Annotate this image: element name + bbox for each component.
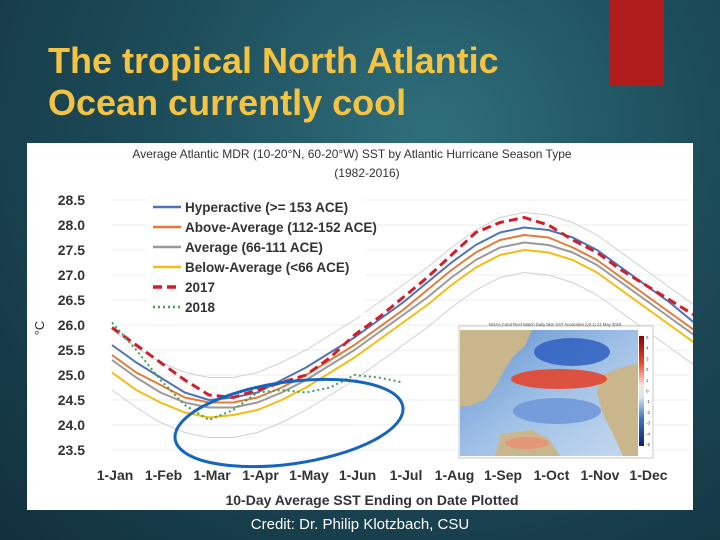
inset-map-scale-labels: 5 4 3 2 1 0 -1 -2 -3 -4 -5	[646, 335, 650, 447]
inset-map-africa	[597, 363, 638, 456]
slide-title: The tropical North Atlantic Ocean curren…	[48, 40, 608, 124]
inset-map-warm-anomaly-band	[511, 369, 607, 389]
series-line-4	[111, 216, 695, 399]
legend-label: Below-Average (<66 ACE)	[185, 260, 349, 275]
inset-sst-anomaly-map: NOAA Coral Reef Watch Daily 5km SST Anom…	[458, 322, 654, 459]
x-tick-label: 1-Feb	[145, 467, 182, 483]
average-envelope-line-1	[111, 271, 695, 438]
legend-label: Hyperactive (>= 153 ACE)	[185, 200, 348, 215]
chart-legend: Hyperactive (>= 153 ACE) Above-Average (1…	[147, 195, 377, 316]
x-axis-label: 10-Day Average SST Ending on Date Plotte…	[225, 492, 518, 508]
scale-label: 3	[646, 356, 649, 361]
x-tick-label: 1-Jun	[339, 467, 376, 483]
slide-title-line-1: The tropical North Atlantic	[48, 40, 499, 81]
y-tick-label: 26.5	[58, 292, 85, 308]
y-tick-label: 28.0	[58, 217, 85, 233]
scale-label: -3	[646, 421, 650, 426]
series-lines	[111, 211, 695, 438]
slide-title-line-2: Ocean currently cool	[48, 82, 407, 123]
legend-label: 2017	[185, 280, 215, 295]
y-tick-label: 24.5	[58, 392, 85, 408]
x-axis-ticks: 1-Jan 1-Feb 1-Mar 1-Apr 1-May 1-Jun 1-Jul 1-Aug…	[97, 467, 668, 483]
legend-label: Average (66-111 ACE)	[185, 240, 323, 255]
scale-label: -2	[646, 410, 650, 415]
inset-map-color-scale	[639, 336, 644, 446]
chart-subtitle: (1982-2016)	[334, 166, 399, 180]
series-line-2	[111, 241, 695, 409]
series-line-5	[111, 321, 404, 421]
x-tick-label: 1-Oct	[534, 467, 570, 483]
y-tick-label: 28.5	[58, 192, 85, 208]
credit-caption: Credit: Dr. Philip Klotzbach, CSU	[250, 516, 470, 533]
series-line-0	[111, 226, 695, 401]
chart-title: Average Atlantic MDR (10-20°N, 60-20°W) …	[132, 147, 571, 161]
scale-label: -4	[646, 431, 650, 436]
series-line-3	[111, 249, 695, 419]
y-axis-label: °C	[32, 321, 47, 336]
scale-label: 1	[646, 378, 649, 383]
x-tick-label: 1-May	[289, 467, 329, 483]
x-tick-label: 1-Apr	[242, 467, 279, 483]
scale-label: 4	[646, 346, 649, 351]
inset-map-cold-anomaly-north	[534, 338, 610, 366]
accent-bar	[609, 0, 664, 86]
x-tick-label: 1-Mar	[193, 467, 231, 483]
blue-highlight-ellipse	[173, 377, 405, 469]
scale-label: 2	[646, 367, 649, 372]
sst-line-chart: Average Atlantic MDR (10-20°N, 60-20°W) …	[32, 147, 695, 508]
inset-map-warm-anomaly-equatorial	[505, 437, 549, 449]
y-axis-ticks: 28.5 28.0 27.5 27.0 26.5 26.0 25.5 25.0 24.5 24.0…	[58, 192, 85, 458]
x-tick-label: 1-Dec	[629, 467, 667, 483]
scale-label: -1	[646, 399, 650, 404]
x-tick-label: 1-Jan	[97, 467, 134, 483]
scale-label: 5	[646, 335, 649, 340]
inset-map-cold-anomaly-tropical	[513, 398, 601, 424]
average-envelope-line-0	[111, 211, 695, 378]
y-tick-label: 25.0	[58, 367, 85, 383]
y-tick-label: 24.0	[58, 417, 85, 433]
x-tick-label: 1-Sep	[484, 467, 522, 483]
chart-panel: Average Atlantic MDR (10-20°N, 60-20°W) …	[27, 143, 695, 510]
y-tick-label: 27.5	[58, 242, 85, 258]
scale-label: -5	[646, 442, 650, 447]
scale-label: 0	[646, 389, 649, 394]
legend-background	[147, 195, 365, 316]
x-tick-label: 1-Aug	[435, 467, 475, 483]
y-tick-label: 27.0	[58, 267, 85, 283]
x-tick-label: 1-Jul	[390, 467, 423, 483]
inset-map-north-america	[460, 330, 532, 407]
y-tick-label: 25.5	[58, 342, 85, 358]
x-tick-label: 1-Nov	[581, 467, 620, 483]
y-tick-label: 23.5	[58, 442, 85, 458]
y-tick-label: 26.0	[58, 317, 85, 333]
legend-label: Above-Average (112-152 ACE)	[185, 220, 377, 235]
inset-map-caption: NOAA Coral Reef Watch Daily 5km SST Anom…	[489, 322, 622, 327]
legend-label: 2018	[185, 300, 216, 315]
